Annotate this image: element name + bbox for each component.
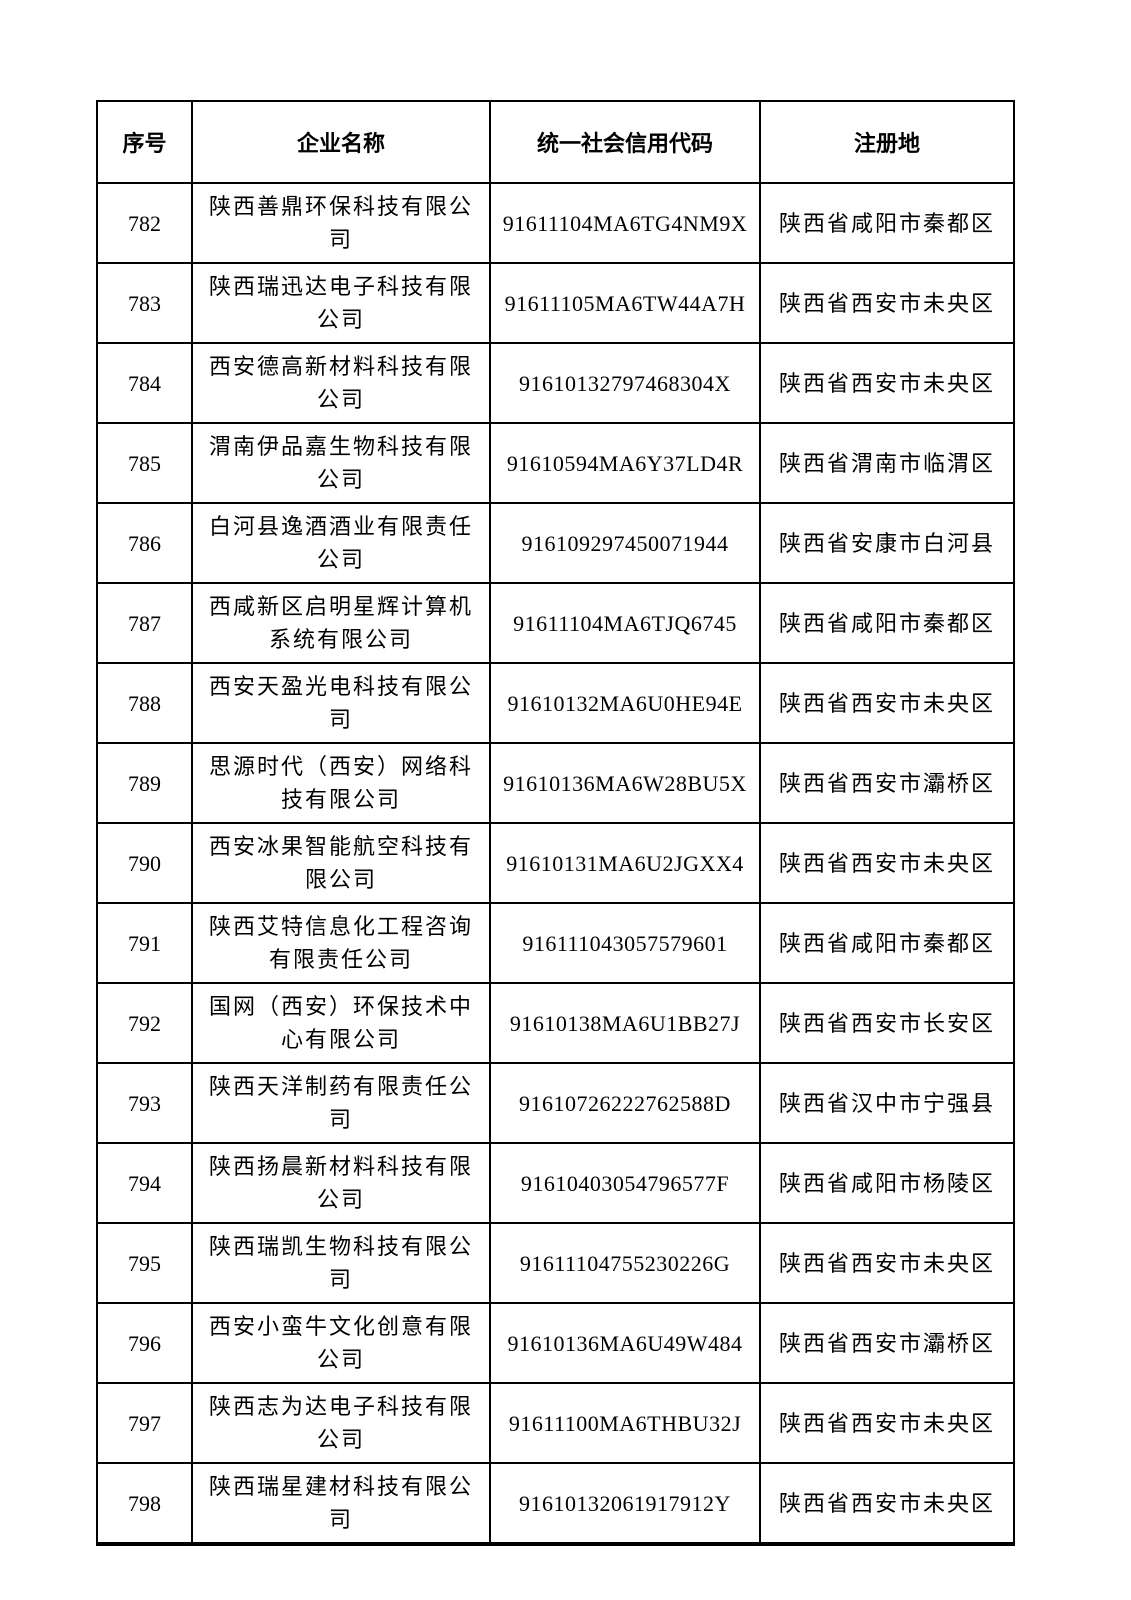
table-row: 787 西咸新区启明星辉计算机系统有限公司 91611104MA6TJQ6745… <box>96 582 1015 664</box>
credit-code-cell: 91610138MA6U1BB27J <box>489 982 761 1064</box>
table-row: 788 西安天盈光电科技有限公司 91610132MA6U0HE94E 陕西省西… <box>96 662 1015 744</box>
registration-cell: 陕西省咸阳市杨陵区 <box>759 1142 1015 1224</box>
table-row: 794 陕西扬晨新材料科技有限公司 91610403054796577F 陕西省… <box>96 1142 1015 1224</box>
registration-cell: 陕西省西安市长安区 <box>759 982 1015 1064</box>
registration-cell: 陕西省西安市未央区 <box>759 822 1015 904</box>
row-index-cell: 797 <box>96 1382 193 1464</box>
credit-code-cell: 91610403054796577F <box>489 1142 761 1224</box>
row-index-cell: 786 <box>96 502 193 584</box>
company-name-cell: 西咸新区启明星辉计算机系统有限公司 <box>191 582 491 664</box>
credit-code-cell: 91611104755230226G <box>489 1222 761 1304</box>
company-list-table: 序号 企业名称 统一社会信用代码 注册地 782 陕西善鼎环保科技有限公司 91… <box>96 100 1015 1546</box>
header-index: 序号 <box>96 100 193 184</box>
header-company-name: 企业名称 <box>191 100 491 184</box>
table-row: 791 陕西艾特信息化工程咨询有限责任公司 916111043057579601… <box>96 902 1015 984</box>
table-row: 796 西安小蛮牛文化创意有限公司 91610136MA6U49W484 陕西省… <box>96 1302 1015 1384</box>
row-index-cell: 783 <box>96 262 193 344</box>
company-name-cell: 思源时代（西安）网络科技有限公司 <box>191 742 491 824</box>
registration-cell: 陕西省西安市未央区 <box>759 662 1015 744</box>
company-name-cell: 陕西瑞凯生物科技有限公司 <box>191 1222 491 1304</box>
table-row: 798 陕西瑞星建材科技有限公司 91610132061917912Y 陕西省西… <box>96 1462 1015 1545</box>
registration-cell: 陕西省西安市灞桥区 <box>759 1302 1015 1384</box>
registration-cell: 陕西省西安市未央区 <box>759 1222 1015 1304</box>
credit-code-cell: 91611105MA6TW44A7H <box>489 262 761 344</box>
company-name-cell: 陕西瑞星建材科技有限公司 <box>191 1462 491 1545</box>
credit-code-cell: 91611104MA6TJQ6745 <box>489 582 761 664</box>
header-credit-code: 统一社会信用代码 <box>489 100 761 184</box>
registration-cell: 陕西省咸阳市秦都区 <box>759 182 1015 264</box>
row-index-cell: 782 <box>96 182 193 264</box>
registration-cell: 陕西省咸阳市秦都区 <box>759 582 1015 664</box>
table-row: 797 陕西志为达电子科技有限公司 91611100MA6THBU32J 陕西省… <box>96 1382 1015 1464</box>
table-row: 792 国网（西安）环保技术中心有限公司 91610138MA6U1BB27J … <box>96 982 1015 1064</box>
table-row: 790 西安冰果智能航空科技有限公司 91610131MA6U2JGXX4 陕西… <box>96 822 1015 904</box>
header-row: 序号 企业名称 统一社会信用代码 注册地 <box>96 100 1015 184</box>
registration-cell: 陕西省安康市白河县 <box>759 502 1015 584</box>
row-index-cell: 791 <box>96 902 193 984</box>
credit-code-cell: 91611100MA6THBU32J <box>489 1382 761 1464</box>
table-row: 786 白河县逸酒酒业有限责任公司 916109297450071944 陕西省… <box>96 502 1015 584</box>
header-registration: 注册地 <box>759 100 1015 184</box>
company-name-cell: 国网（西安）环保技术中心有限公司 <box>191 982 491 1064</box>
registration-cell: 陕西省渭南市临渭区 <box>759 422 1015 504</box>
credit-code-cell: 91610594MA6Y37LD4R <box>489 422 761 504</box>
company-name-cell: 陕西志为达电子科技有限公司 <box>191 1382 491 1464</box>
row-index-cell: 794 <box>96 1142 193 1224</box>
company-name-cell: 陕西天洋制药有限责任公司 <box>191 1062 491 1144</box>
table-header: 序号 企业名称 统一社会信用代码 注册地 <box>96 100 1015 184</box>
table-row: 782 陕西善鼎环保科技有限公司 91611104MA6TG4NM9X 陕西省咸… <box>96 182 1015 264</box>
credit-code-cell: 91610131MA6U2JGXX4 <box>489 822 761 904</box>
company-name-cell: 陕西艾特信息化工程咨询有限责任公司 <box>191 902 491 984</box>
credit-code-cell: 916109297450071944 <box>489 502 761 584</box>
table-row: 784 西安德高新材料科技有限公司 91610132797468304X 陕西省… <box>96 342 1015 424</box>
company-name-cell: 西安冰果智能航空科技有限公司 <box>191 822 491 904</box>
company-name-cell: 陕西瑞迅达电子科技有限公司 <box>191 262 491 344</box>
row-index-cell: 792 <box>96 982 193 1064</box>
company-name-cell: 陕西善鼎环保科技有限公司 <box>191 182 491 264</box>
row-index-cell: 793 <box>96 1062 193 1144</box>
registration-cell: 陕西省咸阳市秦都区 <box>759 902 1015 984</box>
company-name-cell: 西安天盈光电科技有限公司 <box>191 662 491 744</box>
row-index-cell: 785 <box>96 422 193 504</box>
row-index-cell: 796 <box>96 1302 193 1384</box>
registration-cell: 陕西省西安市未央区 <box>759 262 1015 344</box>
table-row: 795 陕西瑞凯生物科技有限公司 91611104755230226G 陕西省西… <box>96 1222 1015 1304</box>
row-index-cell: 790 <box>96 822 193 904</box>
registration-cell: 陕西省汉中市宁强县 <box>759 1062 1015 1144</box>
row-index-cell: 795 <box>96 1222 193 1304</box>
company-name-cell: 西安小蛮牛文化创意有限公司 <box>191 1302 491 1384</box>
row-index-cell: 784 <box>96 342 193 424</box>
credit-code-cell: 91610136MA6U49W484 <box>489 1302 761 1384</box>
row-index-cell: 788 <box>96 662 193 744</box>
company-name-cell: 白河县逸酒酒业有限责任公司 <box>191 502 491 584</box>
credit-code-cell: 91610132061917912Y <box>489 1462 761 1545</box>
credit-code-cell: 91610136MA6W28BU5X <box>489 742 761 824</box>
credit-code-cell: 91610132797468304X <box>489 342 761 424</box>
registration-cell: 陕西省西安市未央区 <box>759 1382 1015 1464</box>
company-name-cell: 西安德高新材料科技有限公司 <box>191 342 491 424</box>
registration-cell: 陕西省西安市灞桥区 <box>759 742 1015 824</box>
table-body: 782 陕西善鼎环保科技有限公司 91611104MA6TG4NM9X 陕西省咸… <box>96 182 1015 1545</box>
table-row: 783 陕西瑞迅达电子科技有限公司 91611105MA6TW44A7H 陕西省… <box>96 262 1015 344</box>
row-index-cell: 787 <box>96 582 193 664</box>
credit-code-cell: 91610132MA6U0HE94E <box>489 662 761 744</box>
credit-code-cell: 91610726222762588D <box>489 1062 761 1144</box>
credit-code-cell: 91611104MA6TG4NM9X <box>489 182 761 264</box>
company-name-cell: 渭南伊品嘉生物科技有限公司 <box>191 422 491 504</box>
registration-cell: 陕西省西安市未央区 <box>759 1462 1015 1545</box>
registration-cell: 陕西省西安市未央区 <box>759 342 1015 424</box>
credit-code-cell: 916111043057579601 <box>489 902 761 984</box>
table-row: 793 陕西天洋制药有限责任公司 91610726222762588D 陕西省汉… <box>96 1062 1015 1144</box>
row-index-cell: 789 <box>96 742 193 824</box>
table-row: 785 渭南伊品嘉生物科技有限公司 91610594MA6Y37LD4R 陕西省… <box>96 422 1015 504</box>
row-index-cell: 798 <box>96 1462 193 1545</box>
company-name-cell: 陕西扬晨新材料科技有限公司 <box>191 1142 491 1224</box>
table-row: 789 思源时代（西安）网络科技有限公司 91610136MA6W28BU5X … <box>96 742 1015 824</box>
